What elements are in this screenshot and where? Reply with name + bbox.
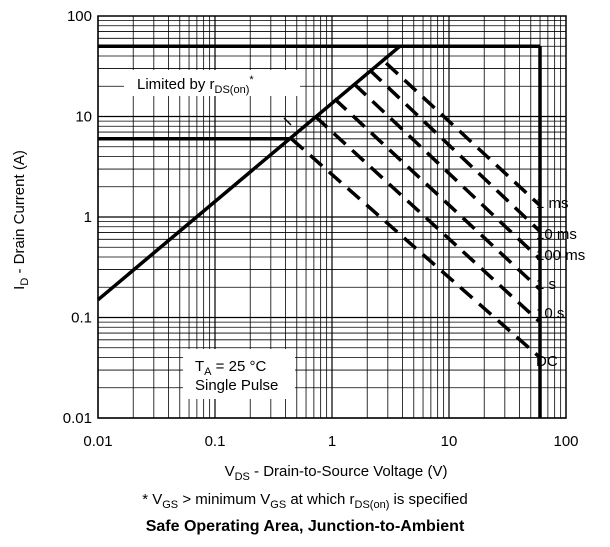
rds-annotation: Limited by rDS(on)* xyxy=(137,74,254,96)
soa-chart: 0.01 0.1 1 10 100 0.01 0.1 1 10 100 1 ms 10 ms 100 … xyxy=(11,8,585,483)
ta-annotation: TA = 25 °C xyxy=(195,358,266,378)
series-label: 1 s xyxy=(536,276,556,293)
rds-annotation-box xyxy=(124,70,300,96)
series-label: DC xyxy=(536,353,558,370)
series-label: 100 ms xyxy=(536,247,585,264)
series-line-10-s xyxy=(314,115,542,324)
x-tick-label: 100 xyxy=(553,433,578,450)
x-axis-title: VDS - Drain-to-Source Voltage (V) xyxy=(225,463,448,483)
series-label: 1 ms xyxy=(536,195,569,212)
curve-labels: 1 ms 10 ms 100 ms 1 s 10 s DC xyxy=(536,195,585,370)
y-axis-title: ID - Drain Current (A) xyxy=(11,150,31,290)
x-tick-label: 0.01 xyxy=(83,433,112,450)
tick-labels: 0.01 0.1 1 10 100 0.01 0.1 1 10 100 xyxy=(63,8,579,450)
series-line-1-ms xyxy=(384,61,542,207)
y-tick-label: 0.1 xyxy=(71,310,92,327)
rds-on-limit-line xyxy=(96,44,401,302)
plot-curves xyxy=(96,44,542,418)
footnote: * VGS > minimum VGS at which rDS(on) is … xyxy=(142,491,468,511)
series-line-DC xyxy=(290,137,542,359)
ta-annotation-box xyxy=(183,349,295,399)
x-tick-label: 0.1 xyxy=(205,433,226,450)
series-label: 10 s xyxy=(536,305,564,322)
series-line-10-ms xyxy=(368,68,542,233)
plot-frame xyxy=(97,15,567,419)
y-tick-label: 100 xyxy=(67,8,92,25)
series-label: 10 ms xyxy=(536,226,577,243)
rds-annotation-arrow xyxy=(283,117,292,126)
y-tick-label: 10 xyxy=(75,109,92,126)
series-line-100-ms xyxy=(353,82,542,261)
series-line-1-s xyxy=(333,97,542,291)
x-tick-label: 1 xyxy=(328,433,336,450)
chart-title: Safe Operating Area, Junction-to-Ambient xyxy=(145,518,465,535)
x-tick-label: 10 xyxy=(441,433,458,450)
y-tick-label: 1 xyxy=(84,209,92,226)
single-pulse-label: Single Pulse xyxy=(195,377,278,394)
y-tick-label: 0.01 xyxy=(63,410,92,427)
